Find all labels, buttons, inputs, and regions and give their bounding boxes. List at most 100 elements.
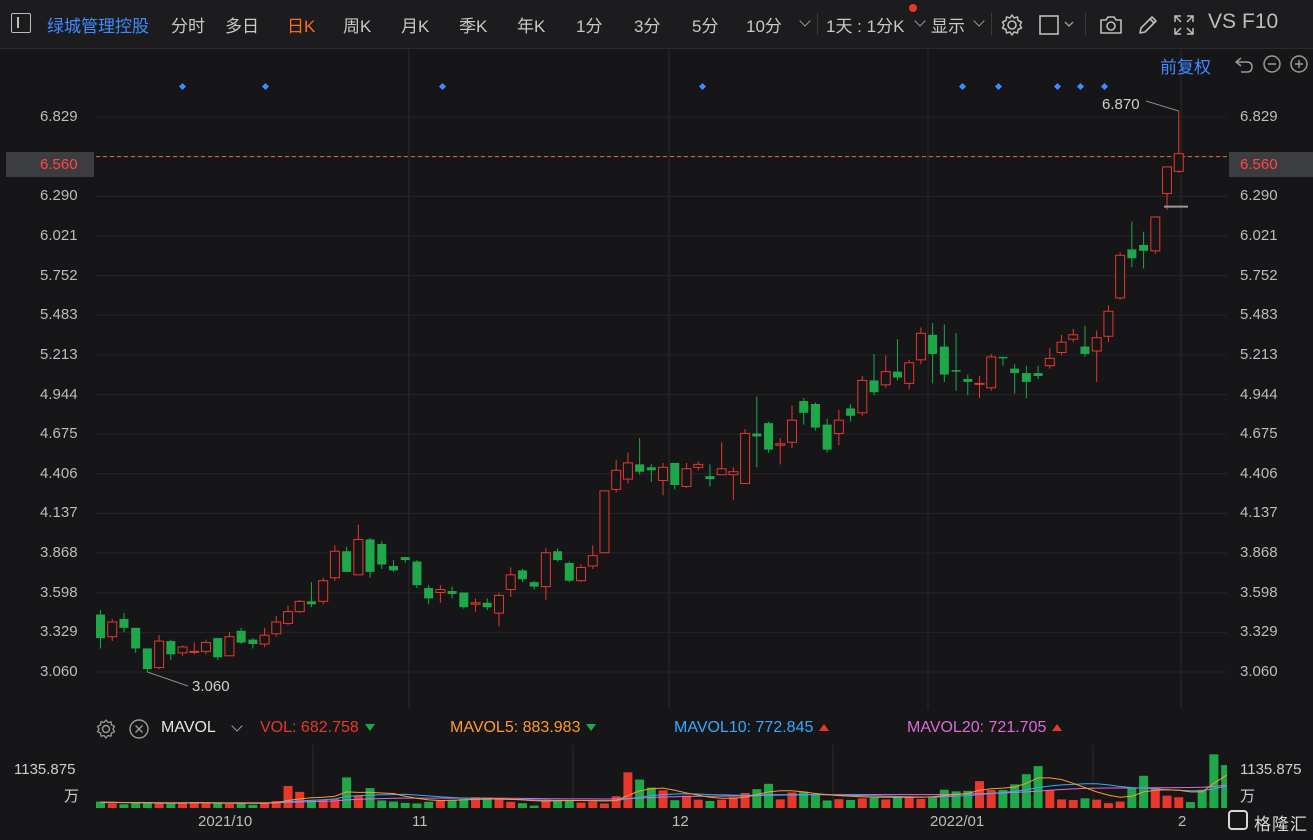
close-icon[interactable] bbox=[128, 718, 150, 740]
volume-chart[interactable] bbox=[96, 745, 1227, 808]
candle-body bbox=[389, 565, 398, 571]
chevron-down-icon[interactable] bbox=[914, 15, 926, 27]
volume-bar bbox=[459, 798, 469, 808]
candle bbox=[318, 577, 329, 605]
candle-body bbox=[166, 641, 176, 655]
tab-rik[interactable]: 日K bbox=[287, 17, 316, 36]
candle bbox=[1033, 365, 1043, 379]
tab-niank[interactable]: 年K bbox=[517, 17, 546, 36]
candle-body bbox=[470, 602, 481, 605]
candle-body bbox=[880, 371, 891, 386]
price-tick-label: 5.213 bbox=[40, 345, 78, 363]
tab-jik[interactable]: 季K bbox=[459, 17, 488, 36]
mavol10-readout: MAVOL10: 772.845 bbox=[674, 719, 830, 737]
candle-body bbox=[764, 423, 774, 450]
volume-bar bbox=[740, 792, 750, 808]
candle bbox=[1173, 110, 1184, 173]
tab-1min[interactable]: 1分 bbox=[576, 17, 603, 36]
last-price-tag-right: 6.560 bbox=[1229, 152, 1313, 177]
candle-body bbox=[435, 589, 446, 593]
candle bbox=[529, 580, 539, 590]
chevron-down-icon[interactable] bbox=[231, 720, 243, 732]
candle-body bbox=[670, 462, 680, 485]
vs-button[interactable]: VS bbox=[1208, 10, 1237, 33]
interval-select[interactable]: 1天 : 1分K bbox=[826, 17, 905, 36]
candle-body bbox=[822, 424, 832, 450]
candle bbox=[564, 561, 574, 583]
candle-body bbox=[892, 371, 902, 378]
volume-bar bbox=[506, 801, 516, 808]
candle bbox=[342, 546, 352, 572]
candle-body bbox=[1091, 337, 1102, 352]
candle-body bbox=[283, 611, 294, 624]
sidebar-toggle-icon[interactable] bbox=[11, 13, 31, 33]
candle-body bbox=[799, 401, 809, 413]
volume-bar bbox=[799, 791, 809, 808]
volume-unit-left: 万 bbox=[64, 788, 80, 805]
candle-body bbox=[786, 419, 797, 443]
mavol5-readout: MAVOL5: 883.983 bbox=[450, 719, 597, 737]
x-label-11: 11 bbox=[412, 813, 428, 830]
candle bbox=[553, 548, 563, 562]
chevron-down-icon[interactable] bbox=[799, 15, 811, 27]
candle bbox=[283, 605, 294, 625]
volume-axis-top-right: 1135.875 bbox=[1240, 761, 1302, 778]
volume-bar bbox=[201, 803, 211, 808]
price-tick-label: 5.483 bbox=[1240, 306, 1278, 324]
candle bbox=[177, 645, 188, 656]
tab-zhouk[interactable]: 周K bbox=[343, 17, 372, 36]
zoom-out-icon[interactable] bbox=[1262, 54, 1282, 74]
expand-icon[interactable] bbox=[1172, 13, 1196, 37]
undo-icon[interactable] bbox=[1233, 54, 1255, 74]
indicator-settings-icon[interactable] bbox=[95, 718, 117, 740]
candle-body bbox=[1033, 373, 1043, 377]
tab-fenshi[interactable]: 分时 bbox=[171, 17, 205, 36]
candle-body bbox=[846, 408, 856, 416]
price-tick-label: 6.829 bbox=[40, 108, 78, 125]
fuquan-select[interactable]: 前复权 bbox=[1160, 58, 1211, 77]
volume-bar bbox=[564, 799, 574, 808]
display-select[interactable]: 显示 bbox=[931, 17, 965, 36]
candlestick-chart[interactable] bbox=[96, 48, 1227, 709]
tab-duori[interactable]: 多日 bbox=[225, 17, 259, 36]
tab-3min[interactable]: 3分 bbox=[634, 17, 661, 36]
pencil-icon[interactable] bbox=[1136, 13, 1160, 37]
gear-icon[interactable] bbox=[1000, 13, 1024, 37]
zoom-in-icon[interactable] bbox=[1289, 54, 1309, 74]
volume-bar bbox=[635, 779, 645, 808]
candle bbox=[974, 376, 985, 399]
candle bbox=[412, 560, 422, 589]
vol-value: 682.758 bbox=[300, 719, 359, 736]
high-leader-line bbox=[1145, 100, 1179, 112]
candle-body bbox=[517, 570, 527, 580]
price-tick-label: 5.752 bbox=[1240, 266, 1278, 284]
volume-bar bbox=[447, 799, 457, 808]
square-icon[interactable] bbox=[1038, 13, 1078, 37]
tab-5min[interactable]: 5分 bbox=[692, 17, 719, 36]
volume-bar bbox=[611, 796, 621, 808]
tab-10min[interactable]: 10分 bbox=[746, 17, 782, 36]
candle-body bbox=[810, 403, 820, 428]
price-tick-label: 3.598 bbox=[1240, 583, 1278, 601]
candle-body bbox=[412, 561, 422, 586]
separator bbox=[817, 13, 818, 35]
mavol10-label: MAVOL10: bbox=[674, 719, 752, 736]
candle-body bbox=[1010, 368, 1020, 374]
candle bbox=[154, 635, 165, 670]
volume-bar bbox=[1162, 795, 1172, 808]
volume-bar bbox=[131, 802, 141, 808]
candle-body bbox=[259, 634, 270, 645]
indicator-name[interactable]: MAVOL bbox=[161, 719, 216, 736]
candle-body bbox=[271, 621, 282, 635]
chevron-down-icon[interactable] bbox=[973, 15, 985, 27]
price-tick-label: 4.137 bbox=[1240, 504, 1278, 522]
stock-name[interactable]: 绿城管理控股 bbox=[47, 17, 149, 36]
volume-bar bbox=[1092, 799, 1102, 808]
candle-body bbox=[1115, 254, 1126, 299]
candle bbox=[869, 353, 879, 396]
volume-bar bbox=[342, 777, 352, 808]
volume-bar bbox=[881, 799, 891, 808]
camera-icon[interactable] bbox=[1098, 13, 1124, 37]
f10-button[interactable]: F10 bbox=[1242, 10, 1279, 33]
tab-yuek[interactable]: 月K bbox=[401, 17, 430, 36]
